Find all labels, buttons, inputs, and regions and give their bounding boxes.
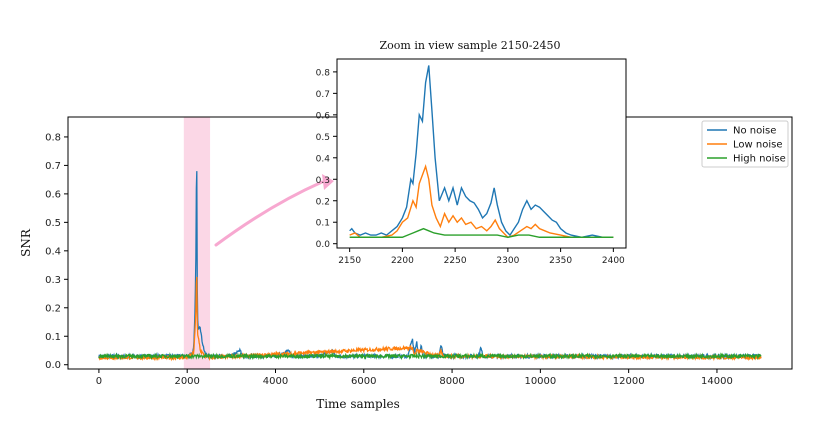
inset-title: Zoom in view sample 2150-2450 xyxy=(380,39,561,52)
x-axis-label: Time samples xyxy=(316,397,400,411)
legend-entry: High noise xyxy=(733,154,786,165)
legend-entry: No noise xyxy=(733,126,776,137)
y-tick-label: 0.6 xyxy=(45,189,61,200)
main-x-axis: 0 2000 4000 6000 8000 10000 12000 14000 xyxy=(96,369,733,387)
x-tick-label: 2150 xyxy=(338,256,361,266)
x-tick-label: 2350 xyxy=(549,256,572,266)
x-tick-label: 10000 xyxy=(524,376,556,387)
zoom-connector-arrow xyxy=(214,180,324,247)
x-tick-label: 4000 xyxy=(263,376,288,387)
x-tick-label: 2000 xyxy=(174,376,199,387)
series-line-low-noise xyxy=(98,276,762,362)
x-tick-label: 8000 xyxy=(439,376,464,387)
y-tick-label: 0.0 xyxy=(45,360,61,371)
legend-entry: Low noise xyxy=(733,140,782,151)
y-tick-label: 0.5 xyxy=(45,218,61,229)
x-tick-label: 0 xyxy=(96,376,102,387)
inset-y-axis: 0.0 0.1 0.2 0.3 0.4 0.5 0.6 0.7 0.8 xyxy=(316,68,337,250)
y-tick-label: 0.2 xyxy=(316,197,330,207)
y-tick-label: 0.7 xyxy=(316,90,330,100)
series-line-low-noise xyxy=(349,164,614,239)
y-tick-label: 0.1 xyxy=(45,332,61,343)
inset-plot-frame xyxy=(336,58,627,249)
y-tick-label: 0.8 xyxy=(45,132,61,143)
series-line-no-noise xyxy=(349,65,614,238)
legend: No noise Low noise High noise xyxy=(701,120,789,168)
main-series-lines xyxy=(98,171,762,362)
y-tick-label: 0.3 xyxy=(45,275,61,286)
main-chart: 0 2000 4000 6000 8000 10000 12000 14000 0.00.10… xyxy=(19,116,793,411)
series-line-high-noise xyxy=(98,351,762,361)
inset-chart: 2150 2200 2250 2300 2350 2400 0.0 0.1 0.2 0.3 0.4… xyxy=(316,39,627,266)
zoom-connector-arrowhead xyxy=(322,174,334,190)
x-tick-label: 2300 xyxy=(496,256,519,266)
x-tick-label: 2250 xyxy=(444,256,467,266)
y-tick-label: 0.6 xyxy=(316,111,331,121)
inset-x-axis: 2150 2200 2250 2300 2350 2400 xyxy=(338,248,625,266)
y-tick-label: 0.7 xyxy=(45,161,61,172)
y-tick-label: 0.5 xyxy=(316,133,330,143)
y-tick-label: 0.8 xyxy=(316,68,331,78)
inset-series-lines xyxy=(349,65,614,239)
y-tick-label: 0.4 xyxy=(45,246,61,257)
main-y-axis: 0.0 0.1 0.2 0.3 0.4 0.5 0.6 0.7 0.8 xyxy=(45,132,68,371)
x-tick-label: 14000 xyxy=(701,376,733,387)
y-tick-label: 0.2 xyxy=(45,303,61,314)
y-tick-label: 0.1 xyxy=(316,219,330,229)
x-tick-label: 6000 xyxy=(351,376,376,387)
series-line-high-noise xyxy=(349,227,614,238)
x-tick-label: 12000 xyxy=(613,376,645,387)
x-tick-label: 2200 xyxy=(391,256,414,266)
inset-background xyxy=(337,59,626,248)
y-axis-label: SNR xyxy=(19,228,33,257)
y-tick-label: 0.4 xyxy=(316,154,331,164)
x-tick-label: 2400 xyxy=(602,256,625,266)
legend-box xyxy=(701,120,789,168)
y-tick-label: 0.0 xyxy=(316,240,331,250)
y-tick-label: 0.3 xyxy=(316,176,330,186)
